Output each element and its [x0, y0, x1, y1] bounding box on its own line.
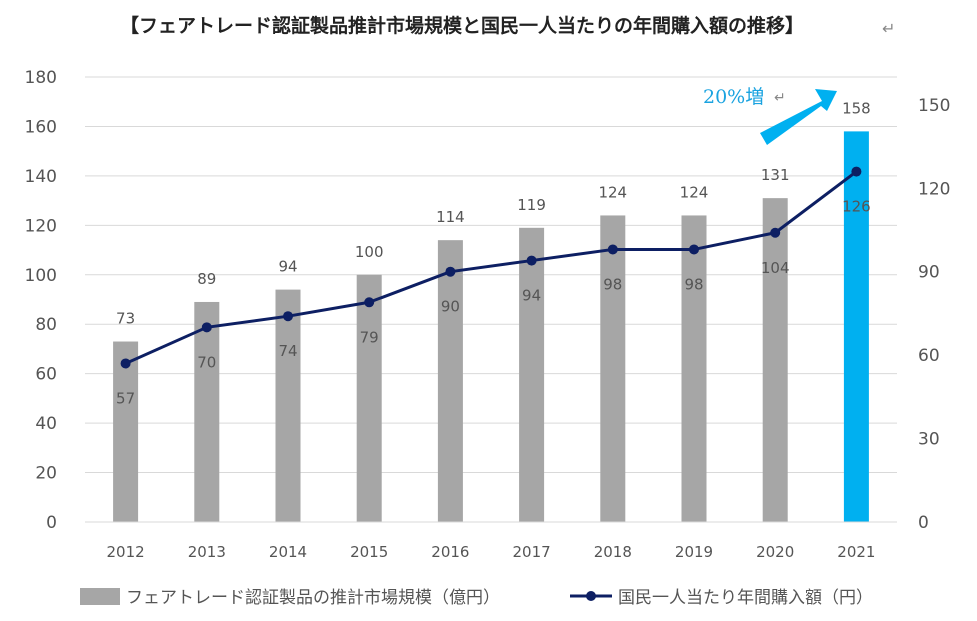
- line-data-label: 74: [278, 342, 297, 360]
- y-right-tick-label: 90: [918, 263, 940, 283]
- y-left-tick-label: 140: [25, 167, 57, 187]
- x-tick-label: 2018: [594, 543, 632, 561]
- x-tick-label: 2016: [431, 543, 469, 561]
- line-point: [689, 244, 699, 255]
- line-point: [445, 266, 456, 277]
- bar-data-label: 131: [761, 166, 790, 184]
- bar-data-label: 89: [197, 270, 216, 288]
- line-point: [120, 358, 131, 369]
- line-data-label: 98: [603, 275, 622, 293]
- line-data-label: 94: [522, 287, 541, 305]
- bar-data-label: 119: [517, 196, 546, 214]
- bar-data-label: 158: [842, 99, 871, 117]
- line-data-label: 79: [360, 328, 379, 346]
- bar-data-label: 94: [278, 258, 297, 276]
- bar: [843, 131, 869, 522]
- bar: [762, 198, 788, 522]
- bar-data-label: 100: [355, 243, 384, 261]
- x-tick-label: 2014: [269, 543, 307, 561]
- y-left-tick-label: 180: [25, 68, 57, 88]
- bar-data-labels: 73 89 94 100 114 119 124 124 131 158: [116, 99, 871, 327]
- y-left-tick-label: 0: [46, 513, 57, 533]
- y-right-tick-label: 30: [918, 430, 940, 450]
- bar: [437, 240, 463, 522]
- x-tick-label: 2019: [675, 543, 713, 561]
- line-data-label: 90: [441, 298, 460, 316]
- legend-line-label: 国民一人当たり年間購入額（円）: [618, 588, 873, 608]
- line-data-label: 126: [842, 198, 871, 216]
- bar-data-label: 124: [598, 183, 627, 201]
- y-right-tick-label: 60: [918, 346, 940, 366]
- line-point: [283, 311, 293, 322]
- bar: [356, 274, 382, 522]
- line-point: [607, 244, 618, 255]
- line-point: [201, 322, 212, 333]
- x-tick-label: 2013: [188, 543, 226, 561]
- bar-data-label: 114: [436, 208, 465, 226]
- growth-arrow: [760, 89, 837, 145]
- line-point: [526, 255, 537, 266]
- x-tick-label: 2017: [513, 543, 551, 561]
- annotation-return-mark: ↵: [774, 90, 786, 106]
- x-tick-label: 2015: [350, 543, 388, 561]
- y-right-tick-label: 150: [918, 96, 950, 116]
- y-left-tick-label: 60: [35, 365, 57, 385]
- y-left-tick-label: 40: [35, 414, 57, 434]
- line-data-label: 57: [116, 389, 135, 407]
- line-data-label: 104: [761, 259, 790, 277]
- line-point: [851, 166, 862, 177]
- legend: フェアトレード認証製品の推計市場規模（億円） 国民一人当たり年間購入額（円）: [80, 588, 873, 608]
- bar-series: [113, 131, 869, 523]
- x-tick-label: 2021: [837, 543, 875, 561]
- line-point: [770, 227, 781, 238]
- title-return-mark: ↵: [882, 19, 895, 38]
- legend-bar-swatch: [80, 588, 120, 605]
- y-left-tick-label: 120: [25, 216, 57, 236]
- x-axis: 2012 2013 2014 2015 2016 2017 2018 2019 2020 2021: [85, 521, 897, 561]
- y-left-tick-label: 80: [35, 315, 57, 335]
- bar: [681, 215, 707, 522]
- x-tick-label: 2012: [107, 543, 145, 561]
- y-left-tick-label: 20: [35, 464, 57, 484]
- line-data-label: 70: [197, 353, 216, 371]
- growth-annotation: 20%増 ↵: [703, 86, 837, 145]
- legend-line-marker: [586, 591, 596, 601]
- line-series: [120, 166, 862, 369]
- x-tick-label: 2020: [756, 543, 794, 561]
- line-data-label: 98: [684, 275, 703, 293]
- y-left-tick-label: 100: [25, 266, 57, 286]
- chart-title: 【フェアトレード認証製品推計市場規模と国民一人当たりの年間購入額の推移】: [120, 14, 804, 37]
- line-point: [364, 297, 375, 308]
- y-right-tick-label: 120: [918, 179, 950, 199]
- y-axis-right: 0 30 60 90 120 150: [918, 96, 950, 533]
- bar: [600, 215, 626, 522]
- y-right-tick-label: 0: [918, 513, 929, 533]
- bar: [519, 227, 545, 523]
- bar: [113, 341, 139, 522]
- line-data-labels: 57 70 74 79 90 94 98 98 104 126: [116, 198, 871, 408]
- bar: [194, 301, 220, 522]
- legend-bar-label: フェアトレード認証製品の推計市場規模（億円）: [126, 588, 500, 608]
- bar-data-label: 124: [680, 183, 709, 201]
- bar-data-label: 73: [116, 310, 135, 328]
- gridlines: [85, 76, 897, 523]
- y-left-tick-label: 160: [25, 117, 57, 137]
- line-path: [124, 170, 858, 365]
- y-axis-left: 0 20 40 60 80 100 120 140 160 180: [25, 68, 57, 533]
- bar: [275, 289, 301, 522]
- growth-annotation-text: 20%増: [703, 86, 764, 108]
